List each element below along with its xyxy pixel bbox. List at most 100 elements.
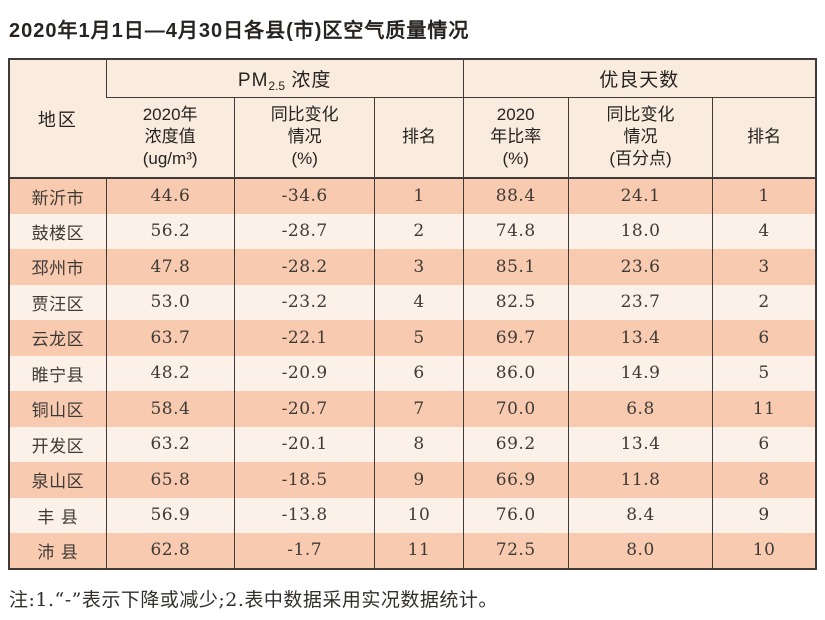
header-sub-row: 2020年 浓度值 (ug/m³) 同比变化 情况 (%) 排名 2020 年比… <box>9 97 816 179</box>
col-header-good-ratio: 2020 年比率 (%) <box>462 97 569 179</box>
cell-good-rank: 3 <box>712 249 816 285</box>
table-row: 沛 县 62.8 -1.7 11 72.5 8.0 10 <box>9 533 816 569</box>
cell-pm-value: 48.2 <box>105 355 235 391</box>
cell-good-change: 14.9 <box>567 355 713 391</box>
cell-pm-change: -18.5 <box>234 462 375 498</box>
cell-pm-value: 63.7 <box>105 320 235 356</box>
table-row: 铜山区 58.4 -20.7 7 70.0 6.8 11 <box>9 391 816 427</box>
cell-pm-rank: 5 <box>374 320 464 356</box>
cell-region: 新沂市 <box>9 178 107 214</box>
cell-pm-rank: 7 <box>374 391 464 427</box>
cell-region: 铜山区 <box>9 391 107 427</box>
cell-pm-rank: 2 <box>374 213 464 249</box>
cell-pm-change: -20.7 <box>234 391 375 427</box>
table-row: 开发区 63.2 -20.1 8 69.2 13.4 6 <box>9 426 816 462</box>
cell-pm-rank: 1 <box>374 178 464 214</box>
cell-good-change: 11.8 <box>567 462 713 498</box>
cell-region: 贾汪区 <box>9 284 107 320</box>
cell-good-ratio: 69.2 <box>462 426 569 462</box>
cell-pm-change: -34.6 <box>234 178 375 214</box>
cell-good-ratio: 69.7 <box>462 320 569 356</box>
page-title: 2020年1月1日—4月30日各县(市)区空气质量情况 <box>9 20 470 42</box>
cell-good-rank: 9 <box>712 497 816 533</box>
header-group-row: 地区 PM2.5 浓度 优良天数 <box>9 59 816 179</box>
cell-good-ratio: 76.0 <box>462 497 569 533</box>
pm25-label-suffix: 浓度 <box>285 69 332 91</box>
cell-pm-rank: 4 <box>374 284 464 320</box>
cell-good-change: 13.4 <box>567 426 713 462</box>
cell-pm-change: -20.1 <box>234 426 375 462</box>
cell-region: 云龙区 <box>9 320 107 356</box>
cell-pm-value: 44.6 <box>105 178 235 214</box>
cell-pm-value: 53.0 <box>105 284 235 320</box>
pm25-label-prefix: PM <box>237 69 269 91</box>
cell-good-rank: 10 <box>712 533 816 569</box>
cell-good-change: 8.0 <box>567 533 713 569</box>
cell-region: 鼓楼区 <box>9 213 107 249</box>
footnote: 注:1.“-”表示下降或减少;2.表中数据采用实况数据统计。 <box>9 588 498 611</box>
cell-good-ratio: 74.8 <box>462 213 569 249</box>
cell-pm-change: -23.2 <box>234 284 375 320</box>
table-row: 鼓楼区 56.2 -28.7 2 74.8 18.0 4 <box>9 213 816 249</box>
table-row: 新沂市 44.6 -34.6 1 88.4 24.1 1 <box>9 178 816 214</box>
cell-pm-value: 56.2 <box>105 213 235 249</box>
cell-pm-value: 56.9 <box>105 497 235 533</box>
table-row: 云龙区 63.7 -22.1 5 69.7 13.4 6 <box>9 320 816 356</box>
cell-good-ratio: 72.5 <box>462 533 569 569</box>
cell-good-change: 23.7 <box>567 284 713 320</box>
cell-good-change: 23.6 <box>567 249 713 285</box>
cell-region: 开发区 <box>9 426 107 462</box>
cell-good-rank: 5 <box>712 355 816 391</box>
cell-region: 泉山区 <box>9 462 107 498</box>
cell-region: 睢宁县 <box>9 355 107 391</box>
cell-good-change: 13.4 <box>567 320 713 356</box>
table-row: 睢宁县 48.2 -20.9 6 86.0 14.9 5 <box>9 355 816 391</box>
cell-pm-rank: 9 <box>374 462 464 498</box>
cell-pm-value: 58.4 <box>105 391 235 427</box>
cell-good-rank: 11 <box>712 391 816 427</box>
cell-region: 邳州市 <box>9 249 107 285</box>
table-header: 地区 PM2.5 浓度 优良天数 2020年 浓度值 (ug/m³) 同比变化 … <box>9 59 816 179</box>
air-quality-table: 地区 PM2.5 浓度 优良天数 2020年 浓度值 (ug/m³) 同比变化 … <box>8 58 817 570</box>
cell-pm-value: 65.8 <box>105 462 235 498</box>
cell-pm-change: -28.7 <box>234 213 375 249</box>
cell-good-change: 6.8 <box>567 391 713 427</box>
pm25-subscript: 2.5 <box>268 78 286 93</box>
col-header-good-change: 同比变化 情况 (百分点) <box>567 97 713 179</box>
cell-good-ratio: 85.1 <box>462 249 569 285</box>
cell-good-ratio: 88.4 <box>462 178 569 214</box>
cell-pm-change: -1.7 <box>234 533 375 569</box>
table-row: 丰 县 56.9 -13.8 10 76.0 8.4 9 <box>9 497 816 533</box>
cell-good-rank: 8 <box>712 462 816 498</box>
table-row: 贾汪区 53.0 -23.2 4 82.5 23.7 2 <box>9 284 816 320</box>
col-header-pm-change: 同比变化 情况 (%) <box>234 97 375 179</box>
cell-pm-rank: 6 <box>374 355 464 391</box>
cell-good-rank: 2 <box>712 284 816 320</box>
cell-good-ratio: 86.0 <box>462 355 569 391</box>
cell-pm-value: 63.2 <box>105 426 235 462</box>
cell-good-ratio: 82.5 <box>462 284 569 320</box>
cell-good-rank: 6 <box>712 320 816 356</box>
cell-pm-change: -28.2 <box>234 249 375 285</box>
cell-pm-value: 47.8 <box>105 249 235 285</box>
cell-good-rank: 4 <box>712 213 816 249</box>
cell-good-change: 18.0 <box>567 213 713 249</box>
cell-pm-rank: 10 <box>374 497 464 533</box>
cell-pm-value: 62.8 <box>105 533 235 569</box>
cell-good-ratio: 70.0 <box>462 391 569 427</box>
col-header-region: 地区 <box>9 59 107 179</box>
cell-good-rank: 1 <box>712 178 816 214</box>
col-group-pm25: PM2.5 浓度 <box>105 59 464 98</box>
cell-good-ratio: 66.9 <box>462 462 569 498</box>
col-header-good-rank: 排名 <box>712 97 816 179</box>
cell-pm-change: -20.9 <box>234 355 375 391</box>
col-header-pm-rank: 排名 <box>374 97 464 179</box>
col-group-good-days: 优良天数 <box>462 59 816 98</box>
table-row: 邳州市 47.8 -28.2 3 85.1 23.6 3 <box>9 249 816 285</box>
cell-good-change: 24.1 <box>567 178 713 214</box>
cell-pm-change: -13.8 <box>234 497 375 533</box>
cell-pm-rank: 8 <box>374 426 464 462</box>
cell-pm-rank: 3 <box>374 249 464 285</box>
cell-pm-change: -22.1 <box>234 320 375 356</box>
